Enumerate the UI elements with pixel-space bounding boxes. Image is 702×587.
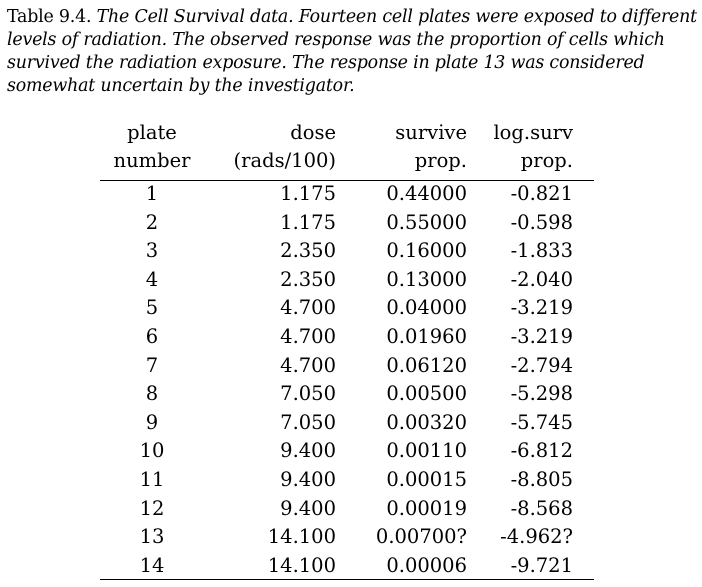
cell-dose: 14.100 — [267, 525, 336, 549]
cell-survive: 0.00019 — [386, 496, 467, 520]
header-row-2: number (rads/100) prop. prop. — [100, 147, 594, 178]
header-number: number — [113, 149, 191, 172]
cell-plate: 1 — [145, 182, 159, 205]
cell-dose: 7.050 — [280, 382, 336, 406]
table-row: 14 14.100 0.00006 -9.721 — [100, 552, 594, 581]
cell-log-surv: -4.962? — [500, 525, 573, 549]
cell-survive: 0.00110 — [386, 439, 467, 463]
cell-survive: 0.06120 — [386, 353, 467, 377]
table-row: 13 14.100 0.00700? -4.962? — [100, 523, 594, 552]
cell-plate: 14 — [139, 553, 165, 577]
table-row: 2 1.175 0.55000 -0.598 — [100, 209, 594, 238]
cell-dose: 2.350 — [280, 267, 336, 291]
cell-dose: 9.400 — [280, 467, 336, 491]
header-dose-unit: (rads/100) — [233, 149, 336, 172]
header-log-surv-prop: prop. — [520, 149, 573, 172]
cell-dose: 14.100 — [267, 553, 336, 577]
cell-survive: 0.00006 — [386, 553, 467, 577]
table-row: 11 9.400 0.00015 -8.805 — [100, 466, 594, 495]
table-caption: Table 9.4. The Cell Survival data. Fourt… — [7, 6, 699, 98]
cell-log-surv: -5.745 — [510, 410, 573, 434]
header-log-surv: log.surv — [493, 121, 573, 144]
table-body: 1 1.175 0.44000 -0.821 2 1.175 0.55000 -0.598 3 2… — [100, 178, 594, 580]
table-row: 5 4.700 0.04000 -3.219 — [100, 294, 594, 323]
cell-plate: 8 — [145, 382, 159, 406]
table-row: 12 9.400 0.00019 -8.568 — [100, 495, 594, 524]
cell-survive: 0.04000 — [386, 296, 467, 320]
header-rule — [100, 180, 594, 181]
cell-log-surv: -6.812 — [510, 439, 573, 463]
cell-survive: 0.00015 — [386, 467, 467, 491]
cell-log-surv: -0.821 — [510, 182, 573, 205]
cell-plate: 3 — [145, 239, 159, 263]
table-row: 9 7.050 0.00320 -5.745 — [100, 409, 594, 438]
cell-dose: 4.700 — [280, 324, 336, 348]
cell-plate: 5 — [145, 296, 159, 320]
cell-dose: 1.175 — [280, 210, 336, 234]
cell-log-surv: -0.598 — [510, 210, 573, 234]
table-row: 1 1.175 0.44000 -0.821 — [100, 178, 594, 209]
cell-dose: 4.700 — [280, 353, 336, 377]
cell-dose: 9.400 — [280, 439, 336, 463]
cell-log-surv: -3.219 — [510, 296, 573, 320]
cell-survive: 0.00320 — [386, 410, 467, 434]
cell-survive: 0.13000 — [386, 267, 467, 291]
header-plate: plate — [127, 121, 177, 144]
table-row: 4 2.350 0.13000 -2.040 — [100, 266, 594, 295]
table-row: 6 4.700 0.01960 -3.219 — [100, 323, 594, 352]
cell-plate: 6 — [145, 324, 159, 348]
cell-plate: 4 — [145, 267, 159, 291]
cell-plate: 2 — [145, 210, 159, 234]
cell-dose: 1.175 — [280, 182, 336, 205]
cell-survive: 0.16000 — [386, 239, 467, 263]
cell-plate: 11 — [139, 467, 165, 491]
cell-dose: 2.350 — [280, 239, 336, 263]
header-dose: dose — [290, 121, 336, 144]
header-row-1: plate dose survive log.surv — [100, 119, 594, 147]
table-row: 3 2.350 0.16000 -1.833 — [100, 237, 594, 266]
cell-log-surv: -1.833 — [510, 239, 573, 263]
cell-survive: 0.44000 — [386, 182, 467, 205]
table-header: plate dose survive log.surv number (rads… — [100, 119, 594, 178]
cell-plate: 9 — [145, 410, 159, 434]
data-table: plate dose survive log.surv number (rads… — [100, 119, 594, 580]
cell-survive: 0.01960 — [386, 324, 467, 348]
cell-plate: 12 — [139, 496, 165, 520]
table-row: 8 7.050 0.00500 -5.298 — [100, 380, 594, 409]
table-caption-text: The Cell Survival data. Fourteen cell pl… — [7, 7, 697, 96]
cell-plate: 13 — [139, 525, 165, 549]
cell-plate: 7 — [145, 353, 159, 377]
cell-log-surv: -9.721 — [510, 553, 573, 577]
cell-log-surv: -2.794 — [510, 353, 573, 377]
cell-log-surv: -3.219 — [510, 324, 573, 348]
cell-plate: 10 — [139, 439, 165, 463]
cell-dose: 7.050 — [280, 410, 336, 434]
table-caption-label: Table 9.4. — [7, 7, 92, 27]
bottom-rule — [100, 579, 594, 580]
cell-log-surv: -8.568 — [510, 496, 573, 520]
cell-log-surv: -8.805 — [510, 467, 573, 491]
cell-log-surv: -5.298 — [510, 382, 573, 406]
cell-log-surv: -2.040 — [510, 267, 573, 291]
cell-dose: 4.700 — [280, 296, 336, 320]
table-row: 7 4.700 0.06120 -2.794 — [100, 352, 594, 381]
header-survive: survive — [395, 121, 467, 144]
cell-survive: 0.00500 — [386, 382, 467, 406]
cell-survive: 0.00700? — [375, 525, 467, 549]
table-row: 10 9.400 0.00110 -6.812 — [100, 437, 594, 466]
cell-dose: 9.400 — [280, 496, 336, 520]
cell-survive: 0.55000 — [386, 210, 467, 234]
header-survive-prop: prop. — [414, 149, 467, 172]
cell-survival-table: plate dose survive log.surv number (rads… — [100, 119, 594, 580]
